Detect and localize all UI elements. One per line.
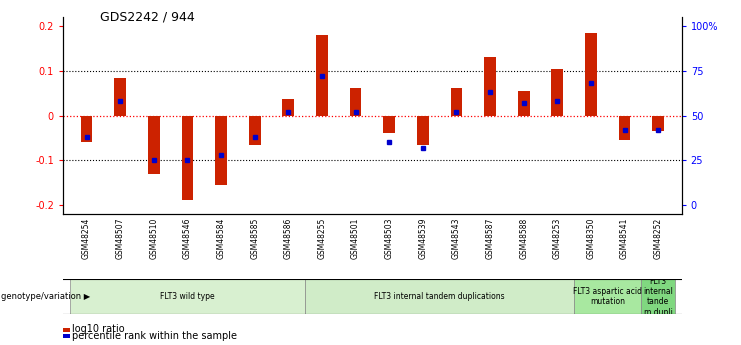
Text: GDS2242 / 944: GDS2242 / 944 (100, 10, 195, 23)
Bar (574, 279, 642, 314)
Text: GSM48253: GSM48253 (553, 217, 562, 259)
Text: FLT3 internal tandem duplications: FLT3 internal tandem duplications (374, 292, 505, 301)
Text: log10 ratio: log10 ratio (72, 325, 124, 334)
Bar (249, 116, 261, 145)
Bar (114, 78, 126, 116)
Text: GSM48541: GSM48541 (620, 217, 629, 259)
Text: GSM48546: GSM48546 (183, 217, 192, 259)
Text: genotype/variation ▶: genotype/variation ▶ (1, 292, 90, 301)
Bar (551, 69, 563, 116)
Bar (642, 279, 675, 314)
Text: GSM48586: GSM48586 (284, 217, 293, 259)
Text: GSM48543: GSM48543 (452, 217, 461, 259)
Text: FLT3 wild type: FLT3 wild type (160, 292, 215, 301)
Text: GSM48350: GSM48350 (586, 217, 596, 259)
Text: GSM48501: GSM48501 (351, 217, 360, 259)
Bar (417, 116, 429, 145)
Bar (619, 116, 631, 140)
Bar (215, 116, 227, 185)
Bar (484, 58, 496, 116)
Bar (316, 35, 328, 116)
Bar (585, 33, 597, 116)
Bar (451, 88, 462, 116)
Text: GSM48584: GSM48584 (216, 217, 225, 259)
Text: GSM48510: GSM48510 (149, 217, 159, 259)
Bar (652, 116, 664, 131)
Text: FLT3
internal
tande
m dupli: FLT3 internal tande m dupli (643, 277, 673, 317)
Text: GSM48507: GSM48507 (116, 217, 124, 259)
Text: GSM48255: GSM48255 (317, 217, 327, 259)
Text: GSM48252: GSM48252 (654, 217, 662, 259)
Text: GSM48254: GSM48254 (82, 217, 91, 259)
Bar (305, 279, 574, 314)
Text: GSM48585: GSM48585 (250, 217, 259, 259)
Text: percentile rank within the sample: percentile rank within the sample (72, 331, 237, 341)
Text: GSM48587: GSM48587 (485, 217, 494, 259)
Text: GSM48539: GSM48539 (418, 217, 428, 259)
Bar (383, 116, 395, 134)
Bar (81, 116, 93, 142)
Bar (70, 279, 305, 314)
Bar (282, 99, 294, 116)
Bar (148, 116, 159, 174)
Bar (518, 91, 530, 116)
Text: FLT3 aspartic acid
mutation: FLT3 aspartic acid mutation (574, 287, 642, 306)
Bar (182, 116, 193, 200)
Bar (350, 88, 362, 116)
Text: GSM48588: GSM48588 (519, 217, 528, 259)
Text: GSM48503: GSM48503 (385, 217, 393, 259)
